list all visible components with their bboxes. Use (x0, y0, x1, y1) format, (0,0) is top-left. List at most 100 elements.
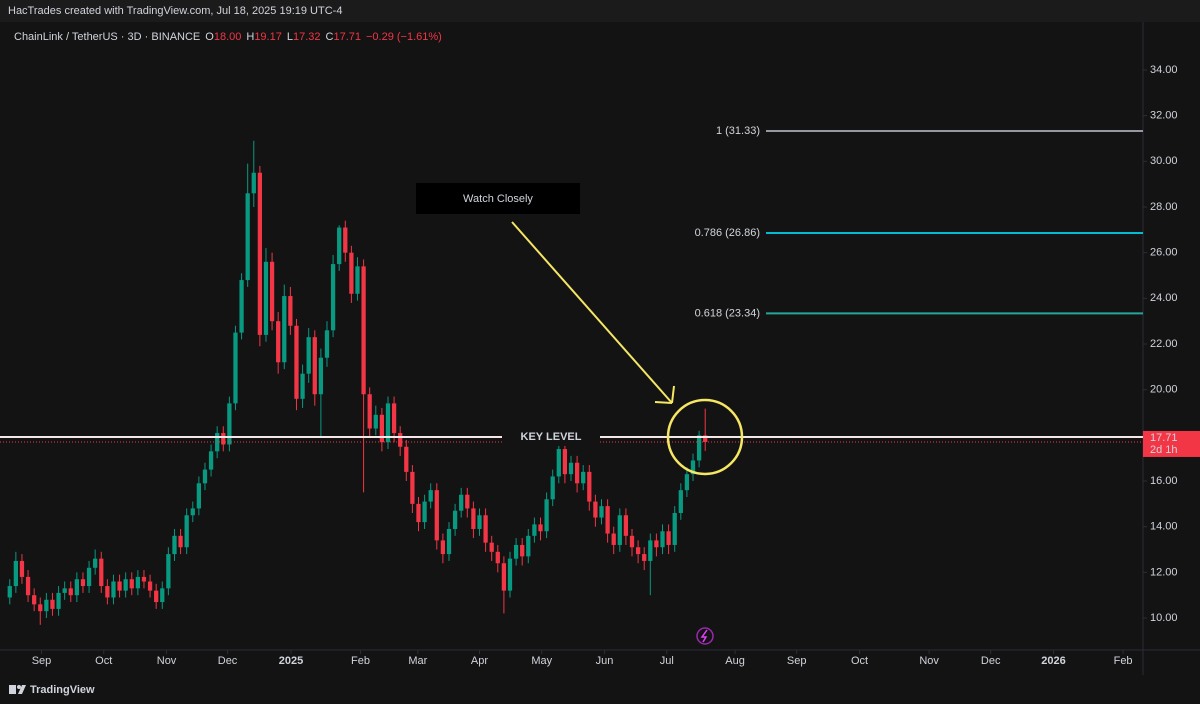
y-tick-label: 20.00 (1150, 384, 1178, 396)
price-label-bg (1143, 430, 1200, 457)
logo (9, 685, 26, 694)
header-text: HacTrades created with TradingView.com, … (8, 5, 342, 17)
candle-body (574, 462, 580, 484)
candle-body (282, 296, 287, 363)
candle-body (111, 581, 116, 598)
candle-body (446, 528, 452, 555)
x-tick-label: Apr (471, 655, 488, 667)
candle-body (288, 296, 293, 326)
candle-body (7, 586, 12, 598)
candle-body (391, 403, 397, 434)
candle-body (379, 414, 385, 443)
candle-body (184, 515, 189, 548)
candle-body (471, 508, 476, 529)
candle-body (160, 588, 165, 603)
candle-body (141, 576, 147, 582)
candle-body (245, 193, 250, 281)
candle-body (361, 266, 366, 395)
candle-body (129, 579, 134, 589)
key-level-label-bg (502, 427, 600, 446)
y-tick-label: 22.00 (1150, 338, 1178, 350)
candle-body (465, 494, 470, 509)
candle-body (690, 460, 696, 475)
candle-body (251, 172, 256, 194)
y-tick-label: 32.00 (1150, 110, 1178, 122)
candle-body (428, 490, 433, 502)
candle-body (452, 510, 458, 529)
candle-body (477, 515, 482, 529)
candle-body (318, 357, 324, 395)
candle-body (263, 261, 269, 335)
candle-body (422, 501, 427, 523)
y-tick-label: 26.00 (1150, 247, 1178, 259)
candle-body (367, 394, 372, 429)
candle-body (276, 321, 281, 363)
x-tick-label: Nov (919, 655, 939, 667)
candle-body (672, 512, 677, 545)
candle-body (312, 337, 317, 395)
footer-bar (0, 676, 1200, 704)
candle-body (538, 524, 543, 532)
candle-body (483, 515, 488, 543)
x-tick-label: 2026 (1041, 655, 1065, 667)
candle-body (172, 535, 177, 555)
candle-body (654, 540, 659, 548)
annotation-arrowhead (654, 385, 675, 404)
candle-body (190, 508, 195, 516)
x-tick-label: Dec (218, 655, 238, 667)
x-tick-label: Jul (660, 655, 674, 667)
fib-label: 0.786 (26.86) (695, 227, 760, 239)
candle-body (410, 471, 415, 504)
candle-body (117, 581, 122, 591)
candle-body (32, 595, 37, 605)
candle-body (68, 588, 73, 596)
candle-body (178, 535, 183, 548)
candle-body (221, 433, 226, 445)
legend-part: 19.17 (254, 31, 282, 43)
candle-body (123, 579, 128, 591)
footer-brand: TradingView (30, 684, 95, 696)
y-tick-label: 28.00 (1150, 201, 1178, 213)
candle-body (306, 337, 311, 374)
x-tick-label: Nov (157, 655, 177, 667)
legend-part: 17.32 (293, 31, 321, 43)
candle-body (495, 551, 500, 564)
candle-body (648, 540, 653, 561)
legend-part: H (246, 31, 254, 43)
candle-body (385, 403, 391, 443)
legend-part: 17.71 (333, 31, 361, 43)
candle-body (617, 515, 622, 545)
y-tick-label: 14.00 (1150, 521, 1178, 533)
candle-body (166, 554, 171, 589)
x-tick-label: Oct (851, 655, 868, 667)
x-tick-label: Jun (596, 655, 614, 667)
candle-body (62, 588, 67, 593)
candle-body (349, 252, 354, 294)
annotation-text: Watch Closely (463, 193, 533, 205)
candle-body (623, 515, 629, 536)
candle-body (343, 227, 348, 253)
legend-part: 18.00 (214, 31, 242, 43)
x-tick-label: Sep (32, 655, 52, 667)
candle-body (532, 524, 537, 536)
y-tick-label: 24.00 (1150, 292, 1178, 304)
legend-part: −0.29 (−1.61%) (366, 31, 442, 43)
annotation-arrow (511, 221, 673, 404)
candle-body (202, 469, 208, 484)
x-tick-label: Sep (787, 655, 807, 667)
legend-part: C (326, 31, 334, 43)
candle-body (337, 227, 342, 265)
candle-body (489, 542, 494, 552)
candle-body (629, 535, 635, 548)
candle-body (544, 499, 549, 532)
candle-body (154, 590, 159, 603)
y-tick-label: 10.00 (1150, 612, 1178, 624)
candle-body (38, 604, 43, 612)
candle-body (135, 576, 141, 589)
y-tick-label: 30.00 (1150, 155, 1178, 167)
candle-body (587, 471, 592, 502)
candle-body (80, 579, 86, 587)
candle-body (19, 560, 25, 577)
symbol-legend: ChainLink / TetherUS · 3D · BINANCE O18.0… (14, 31, 442, 43)
